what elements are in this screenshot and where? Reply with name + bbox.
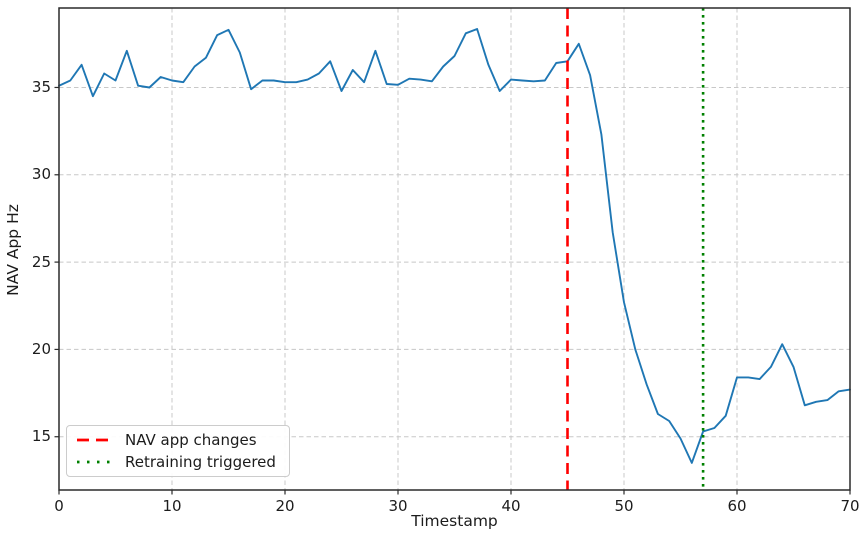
x-tick-label: 0 (54, 497, 64, 515)
legend-item-nav-app-changes: NAV app changes (76, 431, 280, 449)
x-tick-label: 20 (275, 497, 295, 515)
legend-label: Retraining triggered (125, 452, 276, 471)
legend-item-retraining-triggered: Retraining triggered (76, 453, 280, 471)
x-tick-label: 50 (614, 497, 634, 515)
legend: NAV app changes Retraining triggered (66, 425, 290, 477)
y-tick-label: 20 (31, 339, 51, 358)
dashed-line-swatch (77, 438, 113, 442)
y-tick-label: 25 (31, 252, 51, 271)
plot-border (58, 7, 851, 491)
dotted-line-swatch (77, 460, 113, 464)
legend-label: NAV app changes (125, 431, 257, 450)
y-axis-label: NAV App Hz (4, 204, 22, 296)
x-tick-label: 70 (840, 497, 860, 515)
x-tick-label: 10 (162, 497, 182, 515)
y-tick-label: 35 (31, 77, 51, 96)
x-tick-label: 30 (388, 497, 408, 515)
x-axis-label: Timestamp (411, 512, 498, 530)
y-tick-label: 30 (31, 165, 51, 184)
x-tick-label: 60 (727, 497, 747, 515)
x-tick-label: 40 (501, 497, 521, 515)
y-tick-label: 15 (31, 427, 51, 446)
data-series-line (58, 28, 851, 464)
